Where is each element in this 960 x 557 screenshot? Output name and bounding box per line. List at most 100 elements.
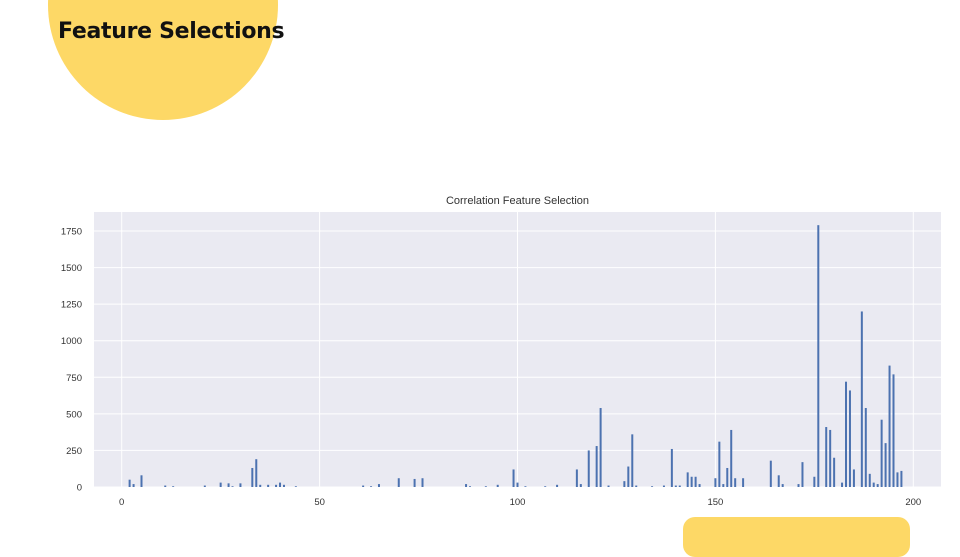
bar	[674, 485, 677, 487]
bar	[694, 476, 697, 487]
bar	[651, 486, 654, 487]
y-tick-label: 1000	[61, 336, 82, 347]
bar	[544, 486, 547, 487]
x-tick-label: 150	[707, 497, 723, 508]
y-tick-label: 1500	[61, 263, 82, 274]
bar	[128, 479, 131, 487]
bar	[132, 484, 135, 487]
bar	[829, 429, 832, 487]
bar	[595, 446, 598, 487]
bar	[227, 483, 230, 487]
bar	[556, 484, 559, 487]
bar	[259, 484, 262, 487]
x-tick-labels: 0 50 100 150 200	[119, 497, 921, 508]
bar	[377, 484, 380, 487]
bar	[876, 484, 879, 487]
bar	[884, 443, 887, 487]
bar	[848, 390, 851, 487]
x-tick-label: 100	[510, 497, 526, 508]
bar	[413, 478, 416, 487]
bar	[512, 469, 515, 487]
bar	[734, 478, 737, 487]
x-tick-label: 200	[905, 497, 921, 508]
bar	[678, 485, 681, 487]
x-tick-label: 50	[314, 497, 325, 508]
bar	[172, 486, 175, 487]
bar	[769, 460, 772, 487]
bar	[900, 470, 903, 487]
bar	[164, 485, 167, 487]
bar	[279, 482, 282, 487]
y-tick-label: 750	[66, 373, 82, 384]
bar	[698, 484, 701, 487]
bar	[579, 484, 582, 487]
bar	[864, 408, 867, 487]
y-tick-label: 500	[66, 409, 82, 420]
y-tick-label: 250	[66, 446, 82, 457]
bar-chart: Correlation Feature Selection 0250500750…	[61, 195, 941, 508]
bar	[631, 434, 634, 487]
bar	[465, 484, 468, 487]
bar	[868, 473, 871, 487]
bar	[872, 482, 875, 487]
bar	[397, 478, 400, 487]
bar	[742, 478, 745, 487]
bar	[140, 475, 143, 487]
y-tick-labels: 0 250 500 750 1000 1250 1500 1750	[61, 227, 82, 494]
bar	[813, 476, 816, 487]
chart-title: Correlation Feature Selection	[446, 195, 589, 207]
slide-title: Feature Selections	[58, 19, 285, 44]
bar	[825, 427, 828, 487]
bar	[690, 476, 693, 487]
bar	[294, 486, 297, 487]
bar	[524, 486, 527, 487]
bar	[255, 459, 258, 487]
bar	[282, 484, 285, 487]
bar	[251, 467, 254, 487]
bar	[714, 478, 717, 487]
bar	[587, 450, 590, 487]
bar	[670, 448, 673, 487]
bars	[128, 225, 903, 487]
bar	[469, 486, 472, 487]
bar	[841, 482, 844, 487]
bar	[797, 484, 800, 487]
bar	[777, 475, 780, 487]
bar	[203, 485, 206, 487]
bar	[484, 486, 487, 487]
bar	[623, 481, 626, 487]
bar	[662, 485, 665, 487]
bar	[239, 483, 242, 487]
bar	[845, 381, 848, 487]
y-tick-label: 1750	[61, 227, 82, 238]
y-tick-label: 0	[77, 483, 82, 494]
bar	[635, 485, 638, 487]
bar	[801, 462, 804, 487]
bar	[880, 419, 883, 487]
x-tick-label: 0	[119, 497, 124, 508]
bar	[516, 482, 519, 487]
y-tick-label: 1250	[61, 300, 82, 311]
bar	[575, 469, 578, 487]
bar	[275, 484, 278, 487]
bar	[860, 311, 863, 487]
bar	[219, 482, 222, 487]
bar	[627, 466, 630, 487]
bar	[267, 484, 270, 487]
bar	[722, 484, 725, 487]
bar	[726, 467, 729, 487]
bar	[896, 472, 899, 487]
bar	[362, 485, 365, 487]
bar	[892, 374, 895, 487]
bar	[817, 225, 820, 487]
bar	[421, 478, 424, 487]
bar	[599, 408, 602, 487]
bar	[718, 441, 721, 487]
bar	[231, 486, 234, 487]
bar	[781, 484, 784, 487]
bar	[496, 484, 499, 487]
bar	[852, 469, 855, 487]
bar	[888, 365, 891, 487]
bar	[686, 472, 689, 487]
bar	[730, 429, 733, 487]
